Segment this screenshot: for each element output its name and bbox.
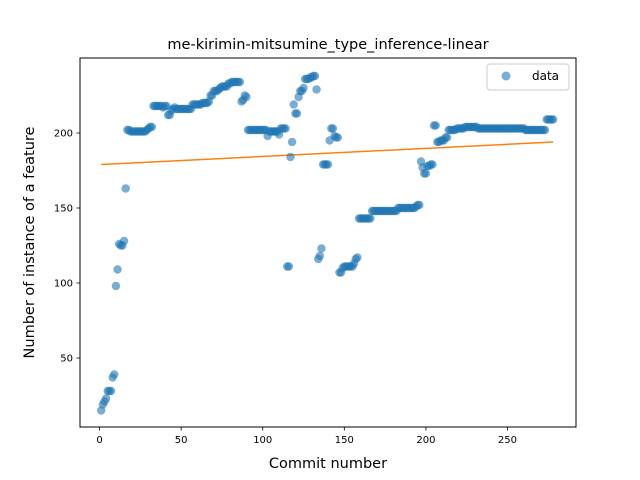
data-point bbox=[310, 71, 320, 81]
data-point bbox=[121, 184, 130, 193]
y-tick-label: 200 bbox=[54, 129, 73, 140]
y-axis-label: Number of instance of a feature bbox=[22, 126, 38, 358]
y-axis: 50 100 150 200 bbox=[54, 129, 80, 365]
data-point bbox=[111, 281, 121, 291]
data-point bbox=[312, 85, 321, 94]
data-point bbox=[317, 244, 326, 253]
y-tick-label: 100 bbox=[54, 279, 73, 290]
data-point bbox=[548, 115, 558, 124]
legend-box bbox=[486, 63, 570, 91]
data-point bbox=[421, 169, 431, 178]
legend: data bbox=[486, 63, 570, 91]
data-point bbox=[147, 122, 156, 132]
data-point bbox=[101, 394, 111, 403]
data-point bbox=[353, 253, 362, 262]
data-point bbox=[431, 121, 440, 130]
data-points-layer bbox=[97, 71, 558, 415]
x-tick-label: 250 bbox=[498, 435, 517, 446]
data-point bbox=[287, 137, 297, 147]
data-point bbox=[106, 386, 116, 396]
axes-frame bbox=[79, 57, 577, 428]
data-point bbox=[328, 124, 338, 133]
data-point bbox=[333, 133, 342, 142]
data-point bbox=[281, 124, 290, 133]
legend-label-data: data bbox=[532, 69, 559, 83]
x-axis: 0 50 100 150 200 250 bbox=[96, 427, 517, 446]
data-point bbox=[242, 92, 251, 102]
data-point bbox=[284, 262, 294, 271]
x-tick-label: 200 bbox=[416, 435, 435, 446]
data-point bbox=[113, 265, 122, 274]
data-point bbox=[235, 77, 245, 87]
fit-line bbox=[101, 141, 554, 166]
fit-line-layer bbox=[101, 141, 554, 166]
data-point bbox=[428, 160, 437, 169]
data-point bbox=[323, 160, 333, 169]
x-tick-label: 150 bbox=[335, 435, 354, 446]
x-tick-label: 0 bbox=[96, 435, 102, 446]
y-tick-label: 50 bbox=[60, 354, 73, 365]
data-point bbox=[315, 251, 325, 261]
data-point bbox=[110, 370, 119, 379]
x-tick-label: 50 bbox=[175, 435, 188, 446]
data-point bbox=[299, 83, 308, 93]
data-point bbox=[366, 214, 375, 223]
data-point bbox=[540, 125, 550, 135]
chart-title: me-kirimin-mitsumine_type_inference-line… bbox=[167, 37, 488, 53]
x-axis-label: Commit number bbox=[269, 456, 387, 472]
data-point bbox=[119, 236, 129, 246]
data-point bbox=[292, 109, 302, 118]
x-tick-label: 100 bbox=[253, 435, 272, 446]
data-point bbox=[289, 100, 298, 109]
data-point bbox=[415, 200, 424, 210]
legend-marker-data bbox=[501, 71, 511, 81]
y-tick-label: 150 bbox=[54, 204, 73, 215]
data-point bbox=[286, 152, 295, 162]
data-point bbox=[442, 133, 452, 142]
